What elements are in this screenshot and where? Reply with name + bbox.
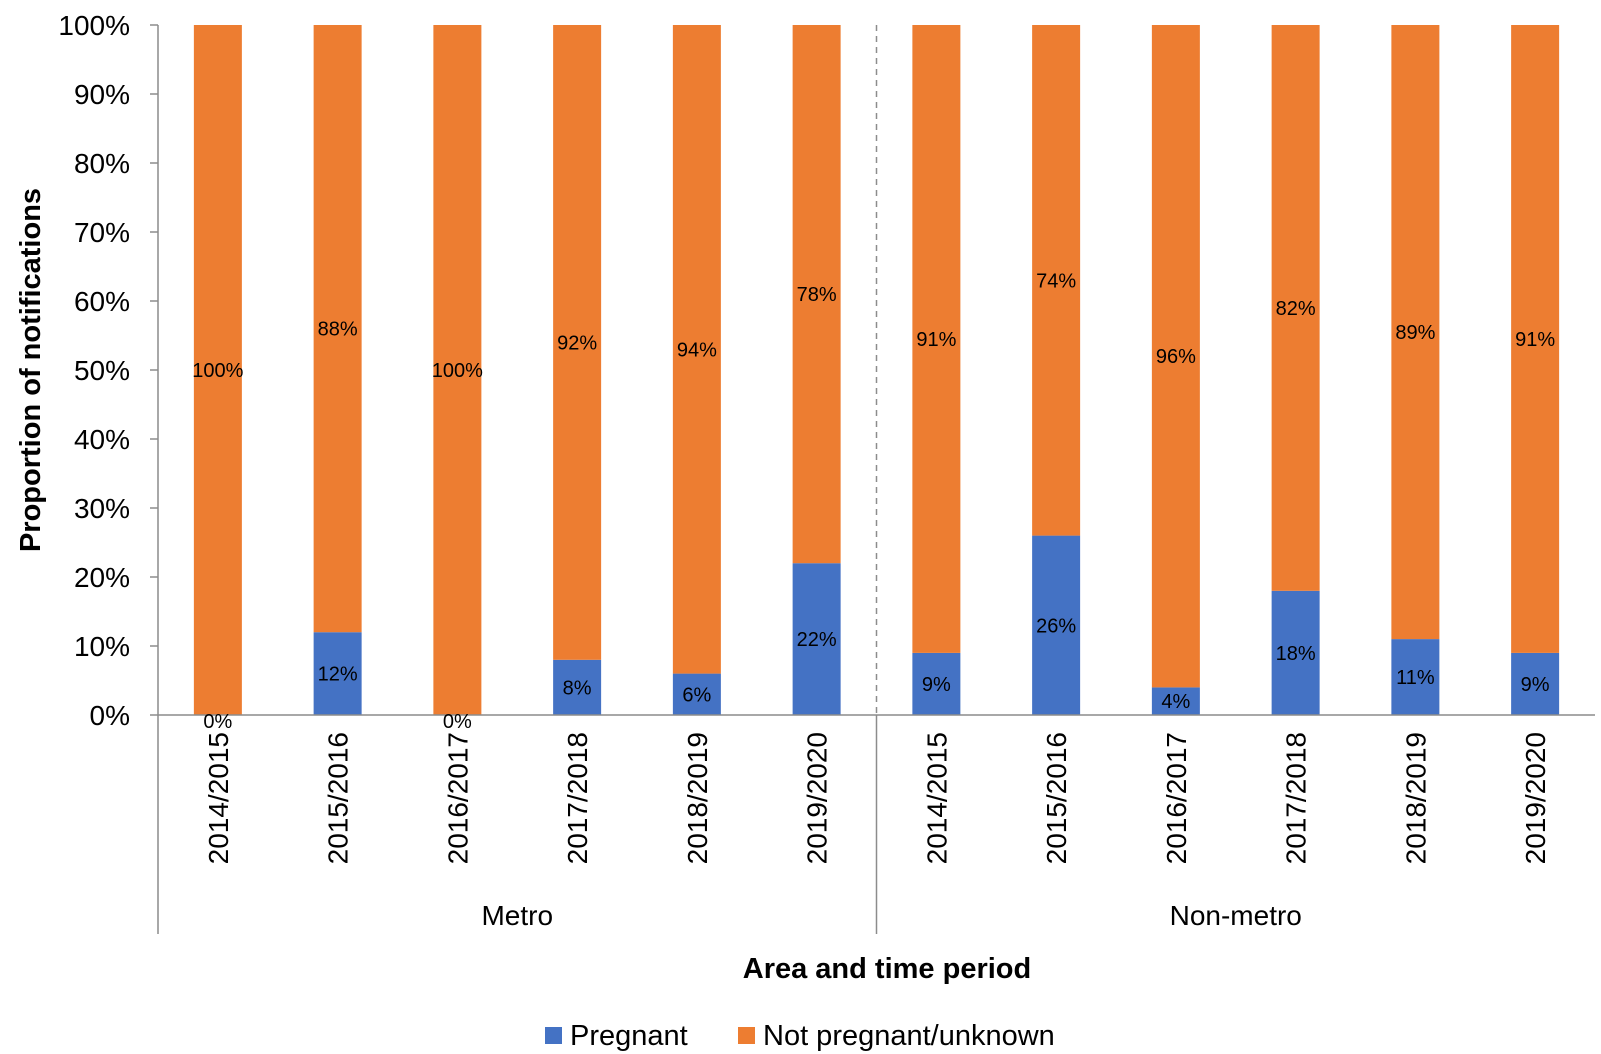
x-tick-label: 2016/2017 [1161,732,1192,864]
data-label: 78% [797,284,837,306]
bar-segment-not-pregnant-unknown [1511,25,1560,653]
bar-segment-pregnant [1511,652,1560,715]
x-tick-label: 2015/2016 [323,732,354,864]
y-tick-label: 40% [74,424,130,455]
x-tick-label: 2014/2015 [921,732,952,864]
bar-segment-not-pregnant-unknown [1271,25,1320,591]
bar-segment-not-pregnant-unknown [553,25,602,660]
bar-segment-not-pregnant-unknown [1151,25,1200,688]
bar-segment-pregnant [553,659,602,715]
y-tick-label: 100% [58,10,130,41]
x-tick-label: 2017/2018 [1281,732,1312,864]
data-label: 6% [682,684,711,706]
legend-label-pregnant: Pregnant [570,1020,688,1052]
bar-segment-not-pregnant-unknown [193,25,242,715]
y-tick-label: 80% [74,148,130,179]
group-label-metro: Metro [481,900,553,931]
data-label: 94% [677,339,717,361]
bar-segment-not-pregnant-unknown [433,25,482,715]
y-tick-label: 50% [74,355,130,386]
data-label: 11% [1396,667,1435,689]
bar-segment-pregnant [1151,687,1200,715]
data-label: 100% [432,360,483,382]
data-label: 0% [203,711,232,733]
data-label: 18% [1276,643,1316,665]
data-label: 74% [1036,270,1076,292]
data-label: 0% [443,711,472,733]
data-label: 22% [797,629,837,651]
y-axis-title: Proportion of notifications [15,188,47,552]
legend-swatch-pregnant [545,1027,562,1044]
bar-segment-not-pregnant-unknown [672,25,721,674]
data-label: 100% [192,360,243,382]
group-label-non-metro: Non-metro [1170,900,1302,931]
bar-segment-pregnant [912,652,961,715]
x-tick-label: 2019/2020 [1520,732,1551,864]
data-label: 26% [1036,615,1076,637]
x-tick-label: 2018/2019 [1400,732,1431,864]
data-label: 4% [1161,691,1190,713]
bar-segment-pregnant [1032,535,1081,715]
data-label: 91% [1515,329,1555,351]
x-tick-label: 2016/2017 [442,732,473,864]
legend: Pregnant Not pregnant/unknown [545,1020,1055,1052]
y-tick-label: 30% [74,493,130,524]
legend-label-not-pregnant-unknown: Not pregnant/unknown [763,1020,1055,1052]
data-label: 9% [1521,674,1550,696]
data-label: 88% [318,319,358,341]
bar-segment-pregnant [1391,639,1440,715]
bars-layer [193,25,1560,715]
bar-segment-pregnant [792,563,841,715]
data-label: 12% [318,664,358,686]
bar-segment-pregnant [313,632,362,715]
bar-segment-not-pregnant-unknown [912,25,961,653]
data-label: 96% [1156,346,1196,368]
y-tick-label: 70% [74,217,130,248]
data-label: 9% [922,674,951,696]
bar-segment-not-pregnant-unknown [313,25,362,633]
legend-swatch-not-pregnant-unknown [738,1027,755,1044]
y-tick-label: 10% [74,631,130,662]
data-label: 82% [1276,298,1316,320]
data-label: 91% [916,329,956,351]
x-axis-title: Area and time period [743,953,1031,985]
y-tick-label: 20% [74,562,130,593]
data-label: 89% [1395,322,1435,344]
group-labels: Metro Non-metro [481,900,1301,931]
y-tick-labels: 0% 10% 20% 30% 40% 50% 60% 70% 80% 90% 100% [58,10,158,731]
bar-segment-not-pregnant-unknown [1391,25,1440,640]
data-labels: 0% 100% 12% 88% 0% 100% 8% 92% 6% 94% 22% 78% 9% 91% 2… [192,270,1555,733]
bar-segment-not-pregnant-unknown [1032,25,1081,536]
data-label: 8% [563,677,592,699]
x-tick-label: 2017/2018 [562,732,593,864]
axes-layer [157,25,1595,934]
bar-segment-pregnant [1271,590,1320,715]
data-label: 92% [557,332,597,354]
x-tick-label: 2014/2015 [203,732,234,864]
x-tick-label: 2018/2019 [682,732,713,864]
bar-segment-pregnant [672,673,721,715]
x-tick-labels: 2014/2015 2015/2016 2016/2017 2017/2018 2018… [203,732,1551,864]
x-tick-label: 2015/2016 [1041,732,1072,864]
x-tick-label: 2019/2020 [802,732,833,864]
bar-segment-not-pregnant-unknown [792,25,841,564]
y-tick-label: 0% [90,700,130,731]
y-tick-label: 90% [74,79,130,110]
y-tick-label: 60% [74,286,130,317]
